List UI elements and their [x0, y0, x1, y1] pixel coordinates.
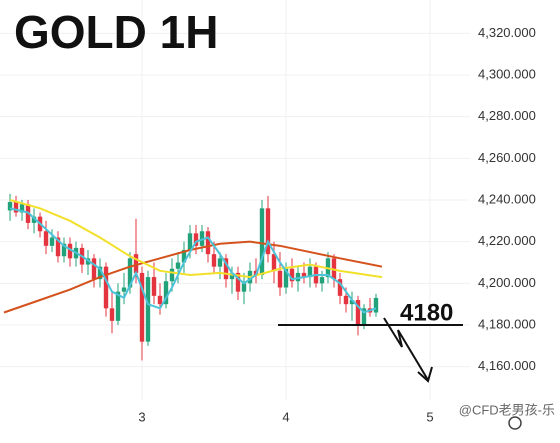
- candle-body: [265, 208, 271, 255]
- arrow-head: [417, 366, 433, 383]
- candle-body: [307, 266, 313, 278]
- candle-body: [193, 233, 199, 246]
- y-tick-label: 4,280.000: [478, 108, 536, 123]
- y-tick-label: 4,180.000: [478, 316, 536, 331]
- x-tick-label: 4: [282, 409, 289, 424]
- y-tick-label: 4,260.000: [478, 150, 536, 165]
- candle-body: [343, 295, 349, 305]
- candle-body: [319, 277, 325, 284]
- candle-body: [91, 258, 97, 280]
- candle-body: [55, 237, 61, 257]
- candle-body: [133, 254, 139, 273]
- candle-body: [295, 272, 301, 282]
- candle-body: [289, 268, 295, 282]
- candle-body: [145, 277, 151, 342]
- arrow: [383, 317, 429, 381]
- candle-body: [223, 258, 229, 280]
- candle-body: [151, 277, 157, 296]
- candle-body: [7, 202, 13, 211]
- candle-body: [103, 266, 109, 309]
- level-label: 4180: [400, 299, 453, 326]
- candle-body: [349, 300, 355, 305]
- candle-body: [121, 287, 127, 292]
- candle-body: [19, 204, 25, 213]
- y-tick-label: 4,160.000: [478, 358, 536, 373]
- y-tick-label: 4,220.000: [478, 233, 536, 248]
- candle-body: [163, 281, 169, 305]
- candle-body: [67, 243, 73, 259]
- candle-body: [241, 283, 247, 292]
- candle-body: [157, 295, 163, 305]
- candle-body: [115, 291, 121, 321]
- settings-icon[interactable]: [508, 416, 522, 430]
- candle-body: [301, 272, 307, 278]
- candle-body: [211, 254, 217, 267]
- candle-body: [13, 202, 19, 213]
- candle-body: [61, 243, 67, 257]
- candle-body: [229, 272, 235, 280]
- y-tick-label: 4,300.000: [478, 66, 536, 81]
- chart-title: GOLD 1H: [14, 6, 218, 58]
- candle-body: [259, 208, 265, 275]
- candle-body: [205, 231, 211, 255]
- candle-body: [373, 297, 379, 313]
- watermark: @CFD老男孩-乐: [459, 402, 555, 417]
- candle-body: [97, 266, 103, 280]
- candle-body: [175, 262, 181, 269]
- y-tick-label: 4,240.000: [478, 191, 536, 206]
- candle-body: [355, 300, 361, 325]
- candle-body: [361, 308, 367, 325]
- moving-average-line: [9, 207, 377, 314]
- candle-body: [31, 216, 37, 223]
- candle-body: [127, 258, 133, 288]
- candle-body: [49, 237, 55, 246]
- moving-average-line: [9, 199, 383, 279]
- candle-body: [271, 254, 277, 271]
- x-tick-label: 3: [138, 409, 145, 424]
- candle-body: [217, 258, 223, 267]
- moving-average-line: [3, 240, 383, 314]
- candle-body: [337, 279, 343, 296]
- plot-area: 4,160.000 4,180.000 4,200.000 4,220.000 4,24…: [0, 0, 536, 424]
- y-tick-label: 4,200.000: [478, 275, 536, 290]
- candle-body: [43, 231, 49, 246]
- candle-body: [277, 270, 283, 288]
- candle-body: [139, 272, 145, 342]
- candle-body: [169, 268, 175, 282]
- candle-body: [109, 308, 115, 321]
- candle-body: [283, 268, 289, 288]
- y-tick-label: 4,320.000: [478, 25, 536, 40]
- candle-body: [181, 250, 187, 263]
- candle-body: [235, 272, 241, 292]
- x-tick-label: 5: [426, 409, 433, 424]
- candle-body: [187, 233, 193, 250]
